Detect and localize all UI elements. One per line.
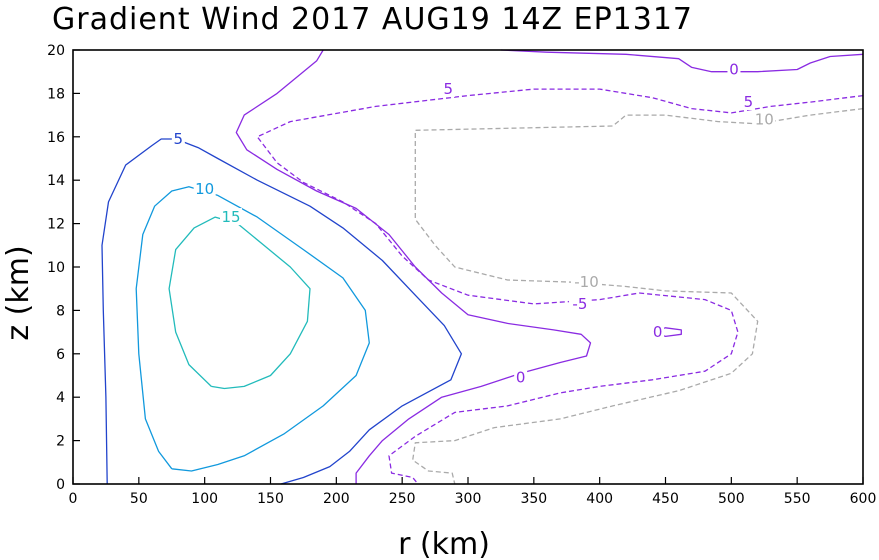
- y-tick-label: 2: [56, 434, 65, 450]
- contour-line: [500, 49, 864, 73]
- y-tick-label: 6: [56, 347, 65, 363]
- y-tick-label: 14: [47, 173, 65, 189]
- contour-label: 5: [744, 93, 754, 111]
- contour-label: 10: [195, 180, 214, 198]
- y-tick-label: 18: [47, 86, 65, 102]
- x-tick-label: 450: [652, 491, 679, 507]
- y-tick-label: 16: [47, 130, 65, 146]
- x-axis-label: r (km): [398, 527, 490, 560]
- contour-label-bg: [568, 294, 591, 312]
- contour-label: -5: [572, 295, 587, 313]
- y-axis-label: z (km): [1, 245, 36, 340]
- contour-label-bg: [441, 80, 455, 98]
- y-tick-label: 10: [47, 260, 65, 276]
- contour-line: [135, 186, 370, 472]
- contour-line: [256, 88, 864, 485]
- plot-frame: [72, 49, 864, 485]
- contour-label: -10: [574, 273, 599, 291]
- contour-label-bg: [651, 323, 665, 341]
- contour-line: [168, 216, 311, 390]
- contour-label: 0: [516, 369, 526, 387]
- contour-label: 15: [221, 208, 240, 226]
- y-tick-label: 0: [56, 477, 65, 493]
- contour-label: 0: [653, 323, 663, 341]
- y-tick-label: 20: [47, 43, 65, 59]
- x-tick-label: 550: [784, 491, 811, 507]
- x-tick-label: 400: [586, 491, 613, 507]
- y-tick-label: 12: [47, 217, 65, 233]
- axis-ticks: 0 50 100 150 200 250 300 350 400 450 500 550 6000246…: [47, 43, 876, 507]
- x-tick-label: 300: [455, 491, 482, 507]
- x-tick-label: 50: [130, 491, 148, 507]
- contour-label-bg: [741, 93, 755, 111]
- y-tick-label: 4: [56, 390, 65, 406]
- contour-label-bg: [220, 208, 242, 226]
- contour-label: 0: [729, 61, 739, 79]
- contour-label-bg: [514, 368, 528, 386]
- x-tick-label: 0: [69, 491, 78, 507]
- x-tick-label: 250: [389, 491, 416, 507]
- x-tick-label: 500: [718, 491, 745, 507]
- chart-title: Gradient Wind 2017 AUG19 14Z EP1317: [52, 2, 693, 37]
- contour-label-bg: [193, 179, 216, 197]
- x-tick-label: 150: [257, 491, 284, 507]
- contour-line: [412, 107, 864, 485]
- contour-line: [235, 49, 592, 484]
- x-tick-label: 350: [520, 491, 547, 507]
- contour-label-bg: [753, 110, 776, 128]
- contour-label-bg: [571, 273, 602, 291]
- contour-label-bg: [171, 129, 185, 147]
- x-tick-label: 100: [191, 491, 218, 507]
- contour-line: [101, 138, 463, 485]
- x-tick-label: 600: [850, 491, 877, 507]
- contour-label: 5: [174, 130, 184, 148]
- contour-label: 10: [755, 110, 774, 128]
- contour-label-bg: [727, 60, 741, 78]
- contour-label: 5: [443, 80, 453, 98]
- y-tick-label: 8: [56, 303, 65, 319]
- x-tick-label: 200: [323, 491, 350, 507]
